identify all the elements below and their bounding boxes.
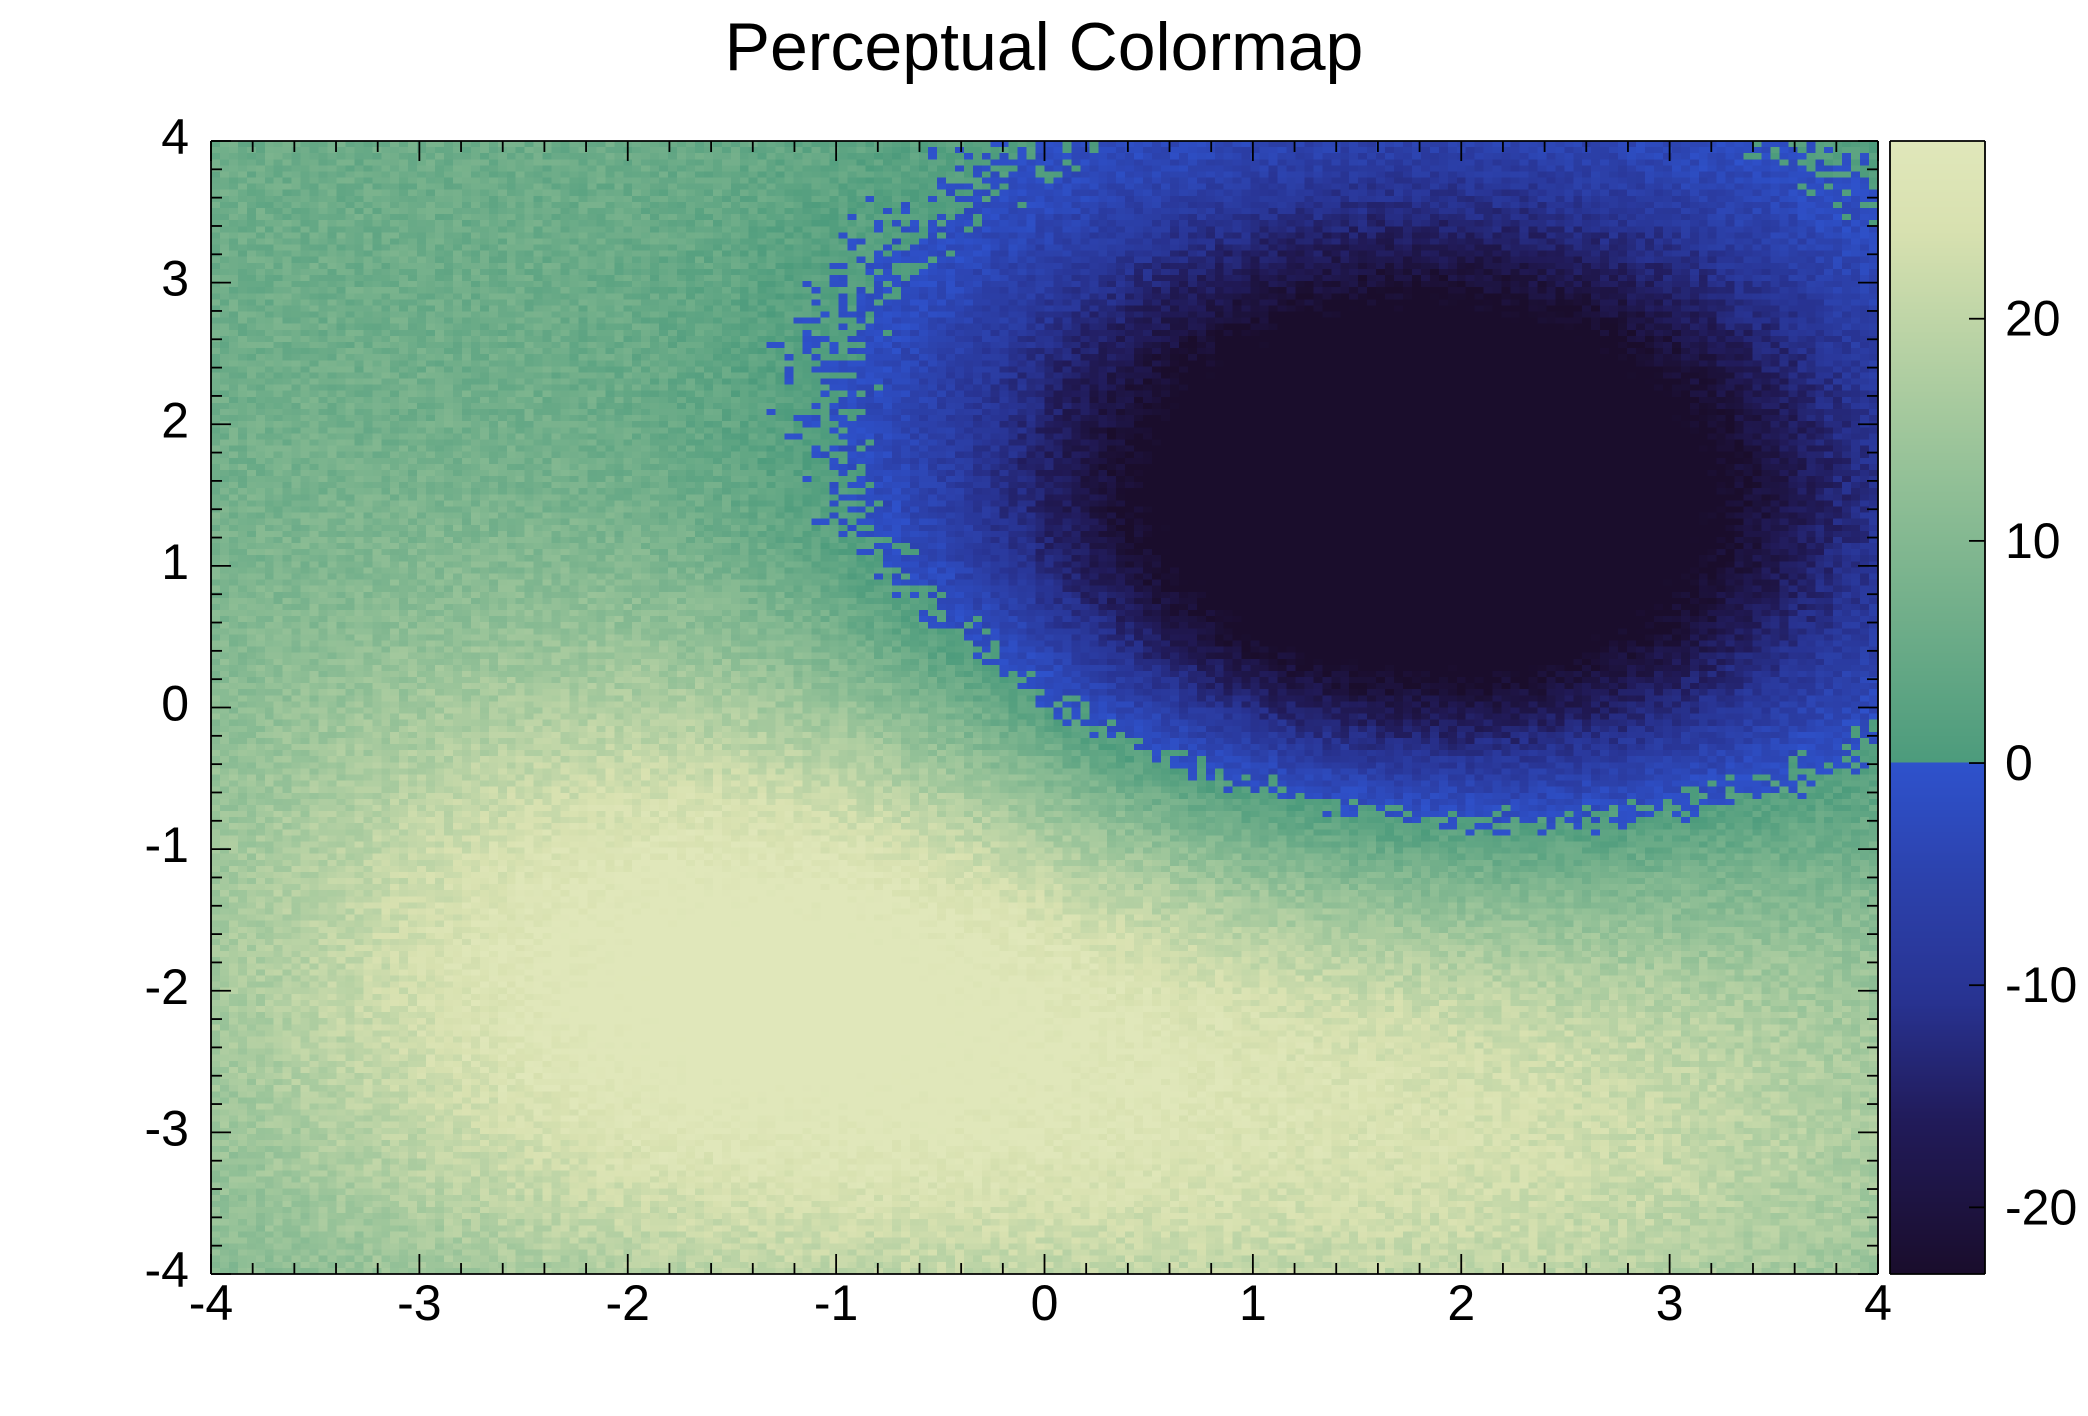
svg-text:1: 1	[1239, 1275, 1267, 1331]
svg-text:0: 0	[2005, 735, 2033, 791]
svg-text:4: 4	[1864, 1275, 1892, 1331]
svg-text:-1: -1	[145, 817, 189, 873]
svg-text:20: 20	[2005, 291, 2061, 347]
svg-text:-2: -2	[145, 959, 189, 1015]
svg-text:1: 1	[161, 534, 189, 590]
svg-text:4: 4	[161, 109, 189, 165]
svg-text:0: 0	[1031, 1275, 1059, 1331]
svg-text:3: 3	[1656, 1275, 1684, 1331]
svg-text:10: 10	[2005, 513, 2061, 569]
svg-text:-4: -4	[189, 1275, 233, 1331]
svg-text:-10: -10	[2005, 957, 2077, 1013]
svg-text:3: 3	[161, 251, 189, 307]
svg-text:0: 0	[161, 676, 189, 732]
svg-text:-3: -3	[145, 1100, 189, 1156]
svg-text:2: 2	[1447, 1275, 1475, 1331]
svg-text:-2: -2	[606, 1275, 650, 1331]
svg-text:-3: -3	[397, 1275, 441, 1331]
svg-text:-20: -20	[2005, 1179, 2077, 1235]
svg-text:2: 2	[161, 392, 189, 448]
svg-text:-4: -4	[145, 1242, 189, 1298]
svg-text:-1: -1	[814, 1275, 858, 1331]
